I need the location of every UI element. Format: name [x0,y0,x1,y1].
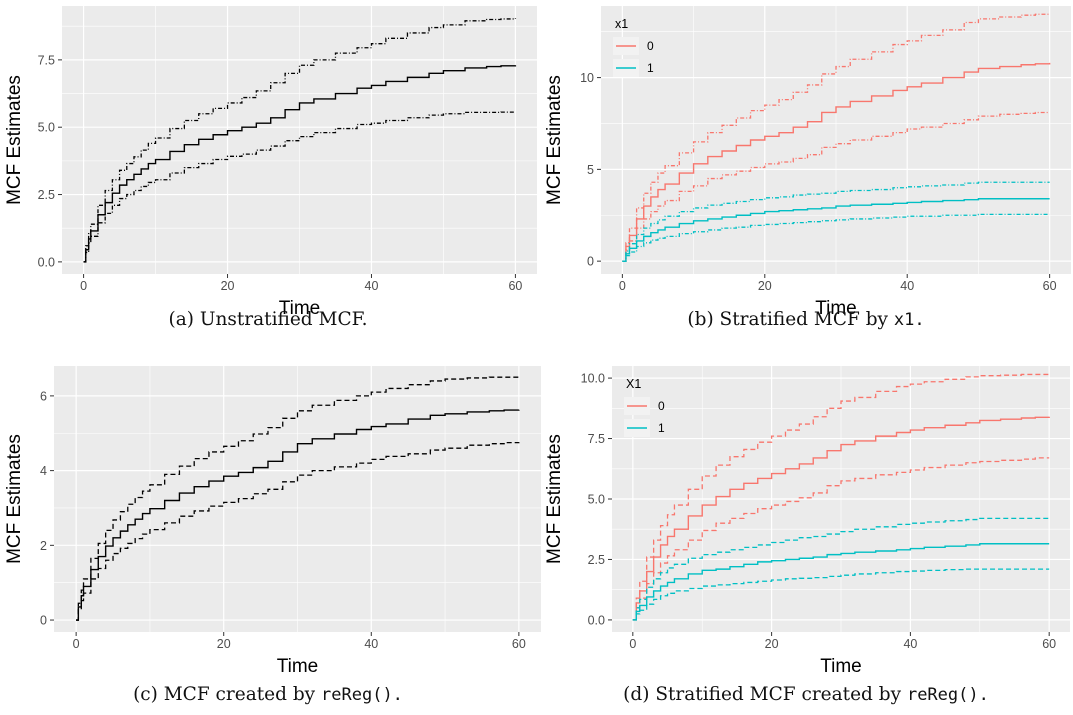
series-line-0-lower [622,111,1050,262]
series-line-1-estimate [632,543,1050,621]
caption: (b) Stratified MCF by x1. [687,309,924,330]
x-tick-label: 0 [80,279,87,293]
y-axis-title: MCF Estimates [4,75,25,205]
legend-label-0: 0 [658,399,665,413]
x-axis-title: Time [820,656,862,677]
x-tick-label: 0 [629,637,636,651]
x-tick-label: 0 [619,279,626,293]
chart-panel-1: 0 20 40 60 0 5 10 Time MCF Estimates x1 0 1 (b) Stra… [544,6,1071,330]
x-tick-label: 40 [365,279,379,293]
series-line-0-estimate [622,62,1051,262]
series-line-0-upper [622,13,1051,262]
y-tick-label: 0.0 [38,255,55,269]
legend: X1 0 1 [624,377,665,437]
caption: (c) MCF created by reReg(). [133,684,403,705]
caption-text: (a) Unstratified MCF. [169,309,368,330]
legend-title: X1 [626,377,641,391]
x-axis-title: Time [815,298,857,319]
y-tick-label: 2.5 [38,188,55,202]
x-tick-label: 60 [512,637,526,651]
x-tick-label: 40 [900,279,914,293]
chart-panel-3: 0 20 40 60 0.0 2.5 5.0 7.5 10.0 Time MCF Estimates… [544,366,1070,705]
x-tick-label: 20 [217,637,231,651]
legend: x1 0 1 [613,17,654,77]
x-tick-label: 40 [364,637,378,651]
x-tick-label: 20 [221,279,235,293]
chart-panel-0: 0 20 40 60 0.0 2.5 5.0 7.5 Time MCF Estimates (a) … [4,6,537,330]
series-line-all-estimate [76,409,520,621]
series-line-1-lower [622,213,1050,262]
series-line-all-upper [83,18,517,263]
series-line-1-upper [632,517,1050,621]
caption-code: x1. [894,310,925,330]
y-tick-label: 5.0 [38,121,55,135]
y-tick-label: 0 [587,255,594,269]
legend-label-1: 1 [647,61,654,75]
y-tick-label: 4 [40,464,47,478]
series-line-1-lower [632,568,1050,621]
x-tick-label: 40 [903,637,917,651]
series-line-0-lower [632,457,1050,621]
y-tick-label: 2.5 [588,553,605,567]
y-tick-label: 7.5 [38,53,55,67]
chart-panel-2: 0 20 40 60 0 2 4 6 Time MCF Estimates (c) MCF crea… [4,366,541,705]
legend-label-1: 1 [658,421,665,435]
x-tick-label: 20 [765,637,779,651]
series-line-all-estimate [83,65,517,263]
series-line-1-estimate [622,198,1050,262]
series-line-1-upper [622,181,1050,262]
x-tick-label: 20 [758,279,772,293]
x-axis-title: Time [279,298,321,319]
series-line-all-upper [76,376,520,621]
legend-title: x1 [615,17,628,31]
x-tick-label: 60 [1042,637,1056,651]
caption-code: reReg(). [321,685,403,705]
y-tick-label: 7.5 [588,432,605,446]
y-tick-label: 0.0 [588,613,605,627]
x-tick-label: 60 [508,279,522,293]
caption-text: (b) Stratified MCF by [687,309,888,330]
caption: (d) Stratified MCF created by reReg(). [623,684,989,705]
series-line-0-estimate [632,416,1050,621]
x-tick-label: 0 [73,637,80,651]
series-line-all-lower [76,441,520,621]
y-tick-label: 10 [580,71,594,85]
x-tick-label: 60 [1043,279,1057,293]
y-axis-title: MCF Estimates [544,75,565,205]
caption-code: reReg(). [907,685,989,705]
y-tick-label: 2 [40,539,47,553]
legend-label-0: 0 [647,39,654,53]
caption: (a) Unstratified MCF. [169,309,368,330]
y-tick-label: 5 [587,163,594,177]
series-line-0-upper [632,373,1050,621]
y-tick-label: 0 [40,614,47,628]
y-axis-title: MCF Estimates [4,434,25,564]
y-axis-title: MCF Estimates [544,434,565,564]
caption-text: (c) MCF created by [133,684,316,705]
y-tick-label: 6 [40,389,47,403]
series-line-all-lower [83,111,517,263]
x-axis-title: Time [277,656,319,677]
y-tick-label: 5.0 [588,493,605,507]
y-tick-label: 10.0 [581,372,605,386]
caption-text: (d) Stratified MCF created by [623,684,901,705]
